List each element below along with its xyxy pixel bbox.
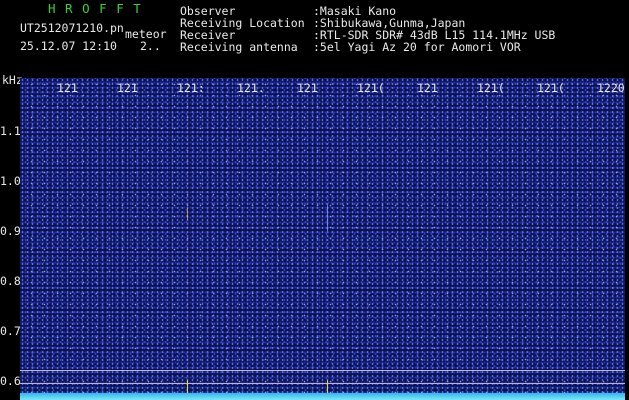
marker-line — [20, 383, 625, 384]
file-name: UT2512071210.pn — [20, 21, 124, 35]
y-label: 1.1 — [0, 124, 21, 138]
x-label: 121. — [237, 81, 265, 95]
info-label: Receiving antenna — [180, 40, 298, 54]
app-name: H R O F F T — [48, 1, 142, 16]
x-label: 121 — [417, 81, 438, 95]
info-label: Observer — [180, 4, 236, 18]
signal-trace — [187, 208, 188, 220]
signal-trace — [327, 205, 328, 231]
marker-tick — [187, 380, 188, 394]
y-label: 0.7 — [0, 324, 21, 338]
x-label: 121( — [537, 81, 565, 95]
info-value: :Shibukawa,Gunma,Japan — [313, 16, 466, 30]
x-label: 121( — [477, 81, 505, 95]
y-unit: kHz — [2, 73, 23, 87]
x-label: 121 — [117, 81, 138, 95]
x-label: 1220 — [597, 81, 625, 95]
x-label: 121 — [57, 81, 78, 95]
level-band — [20, 393, 625, 400]
mode: meteor — [125, 27, 167, 41]
y-label: 0.6 — [0, 374, 21, 388]
marker-tick — [327, 380, 328, 394]
x-label: 121 — [297, 81, 318, 95]
y-label: 0.9 — [0, 224, 21, 238]
x-label: 121( — [357, 81, 385, 95]
info-label: Receiver — [180, 28, 236, 42]
info-value: :RTL-SDR SDR# 43dB L15 114.1MHz USB — [313, 28, 556, 42]
y-label: 1.0 — [0, 174, 21, 188]
timestamp: 25.12.07 12:10 — [20, 39, 117, 53]
info-value: :5el Yagi Az 20 for Aomori VOR — [313, 40, 521, 54]
extra-info: 2.. — [140, 39, 161, 53]
info-value: :Masaki Kano — [313, 4, 397, 18]
y-label: 0.8 — [0, 274, 21, 288]
x-label: 121: — [177, 81, 205, 95]
info-label: Receiving Location — [180, 16, 305, 30]
marker-line — [20, 370, 625, 371]
spectrogram — [20, 78, 625, 394]
